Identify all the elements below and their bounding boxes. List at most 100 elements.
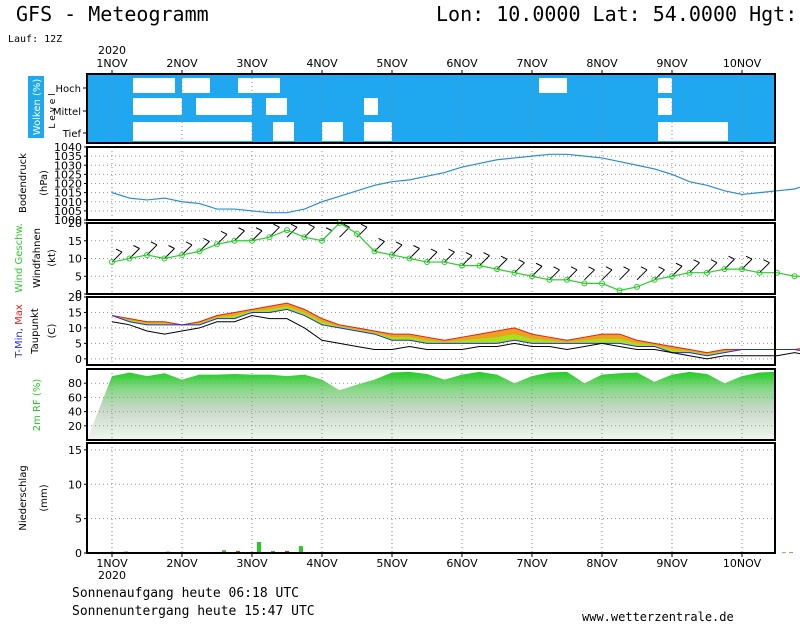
pressure-tick-label: 1025 xyxy=(54,168,82,181)
temp-tick-label: 15 xyxy=(68,306,82,319)
date-tick-bottom: 7NOV xyxy=(516,557,548,570)
wind-speed-point xyxy=(546,276,553,283)
cloud-gap-tief xyxy=(364,122,392,141)
wind-barb-flag xyxy=(430,248,438,253)
wind-tick-label: 5 xyxy=(75,270,82,283)
precip-bar xyxy=(285,550,289,553)
cloud-label-bg xyxy=(28,76,44,138)
wind-barb-flag xyxy=(360,223,368,228)
wind-barb-flag xyxy=(640,266,648,271)
wind-barb-flag xyxy=(518,259,525,264)
wind-barb-flag xyxy=(395,241,403,246)
sunset-text: Sonnenuntergang heute 15:47 UTC xyxy=(72,604,315,619)
wind-tick-label: 10 xyxy=(68,253,82,266)
page-title: GFS - Meteogramm xyxy=(16,2,209,26)
wind-barb-flag xyxy=(658,266,665,271)
precip-bar xyxy=(789,552,793,553)
wind-speed-line xyxy=(111,222,800,292)
date-tick-top: 1NOV xyxy=(96,57,128,70)
wind-barb-flag xyxy=(570,266,578,271)
humidity-tick-label: 80 xyxy=(68,377,82,390)
pressure-tick-label: 1030 xyxy=(54,159,82,172)
wind-barb-flag xyxy=(115,248,123,253)
wind-barb-flag xyxy=(623,266,630,271)
temp-tick-label: 10 xyxy=(68,322,82,335)
date-tick-top: 3NOV xyxy=(236,57,268,70)
level-axis-label: L e v e l xyxy=(48,93,58,128)
tmax-line xyxy=(111,302,800,354)
pressure-tick-label: 1015 xyxy=(54,187,82,200)
humidity-tick-label: 20 xyxy=(68,420,82,433)
temp-band-lower xyxy=(112,306,800,356)
date-tick-bottom: 5NOV xyxy=(376,557,408,570)
wind-barb-flag xyxy=(465,252,473,257)
wind-tick-label: 20 xyxy=(68,217,82,230)
wind-barb-flag xyxy=(535,262,543,267)
wind-barb-flag xyxy=(483,252,490,257)
panel-frame xyxy=(86,296,776,366)
wind-barb-flag xyxy=(325,227,333,232)
level-label: Hoch xyxy=(56,84,81,95)
wind-barb-flag xyxy=(378,237,385,242)
wind-speed-point xyxy=(196,248,203,255)
wind-speed-point xyxy=(634,283,640,290)
wind-speed-point xyxy=(494,266,500,273)
level-label: Tief xyxy=(62,129,82,140)
wind-barb-flag xyxy=(238,227,245,232)
wind-speed-point xyxy=(231,237,238,244)
tmin-line xyxy=(111,308,800,357)
wind-speed-point xyxy=(791,273,798,280)
wind-speed-point xyxy=(756,269,763,276)
wind-speed-point xyxy=(266,234,273,241)
cloud-gap-mittel xyxy=(266,98,287,115)
precip-bar xyxy=(782,552,786,553)
temp-tick-label: 20 xyxy=(68,291,82,304)
precip-unit: (mm) xyxy=(39,484,50,511)
wind-barb-flag xyxy=(728,255,735,260)
wind-speed-point xyxy=(389,251,395,258)
wind-speed-point xyxy=(739,266,745,273)
wind-ylabel: Wind Geschw. xyxy=(14,223,25,293)
precip-tick-label: 5 xyxy=(75,513,82,526)
wind-speed-point xyxy=(126,255,133,262)
wind-speed-point xyxy=(161,255,168,262)
pressure-ylabel: Bodendruck xyxy=(18,153,29,213)
wind-barb-flag xyxy=(605,266,613,271)
cloud-gap-hoch xyxy=(658,78,672,93)
cloud-gap-tief xyxy=(322,122,343,141)
wind-barb-flag xyxy=(693,259,700,264)
source-link[interactable]: www.wetterzentrale.de xyxy=(582,610,734,624)
wind-speed-point xyxy=(704,269,710,276)
wind-speed-point xyxy=(529,273,535,280)
date-tick-bottom: 10NOV xyxy=(723,557,762,570)
wind-barb-flag xyxy=(273,223,280,228)
wind-tick-label: 15 xyxy=(68,235,82,248)
wind-speed-point xyxy=(581,280,588,287)
wind-barb xyxy=(339,226,350,238)
date-tick-top: 4NOV xyxy=(306,57,338,70)
cloud-ylabel: Wolken (%) xyxy=(32,79,43,136)
wind-barb xyxy=(636,269,648,281)
panel-frame xyxy=(86,442,776,554)
panel-frame xyxy=(86,368,776,441)
year-label-bottom: 2020 xyxy=(98,569,126,582)
temp-ylabel2: Taupunkt xyxy=(30,308,41,355)
date-tick-top: 6NOV xyxy=(446,57,478,70)
date-tick-top: 7NOV xyxy=(516,57,548,70)
wind-speed-point xyxy=(214,241,220,248)
wind-barb-flag xyxy=(220,230,228,235)
date-tick-bottom: 6NOV xyxy=(446,557,478,570)
wind-speed-point xyxy=(459,262,465,269)
temp-unit: (C) xyxy=(47,324,58,339)
wind-speed-point xyxy=(721,266,728,273)
wind-speed-point xyxy=(651,276,658,283)
precip-tick-label: 0 xyxy=(75,547,82,560)
precip-bar xyxy=(222,550,226,553)
humidity-ylabel: 2m RF (%) xyxy=(32,379,43,432)
date-tick-bottom: 9NOV xyxy=(656,557,688,570)
wind-tick-label: 0 xyxy=(75,288,82,301)
run-label: Lauf: 12Z xyxy=(8,34,63,45)
wind-barb-flag xyxy=(255,227,263,232)
wind-barb-flag xyxy=(763,259,770,264)
